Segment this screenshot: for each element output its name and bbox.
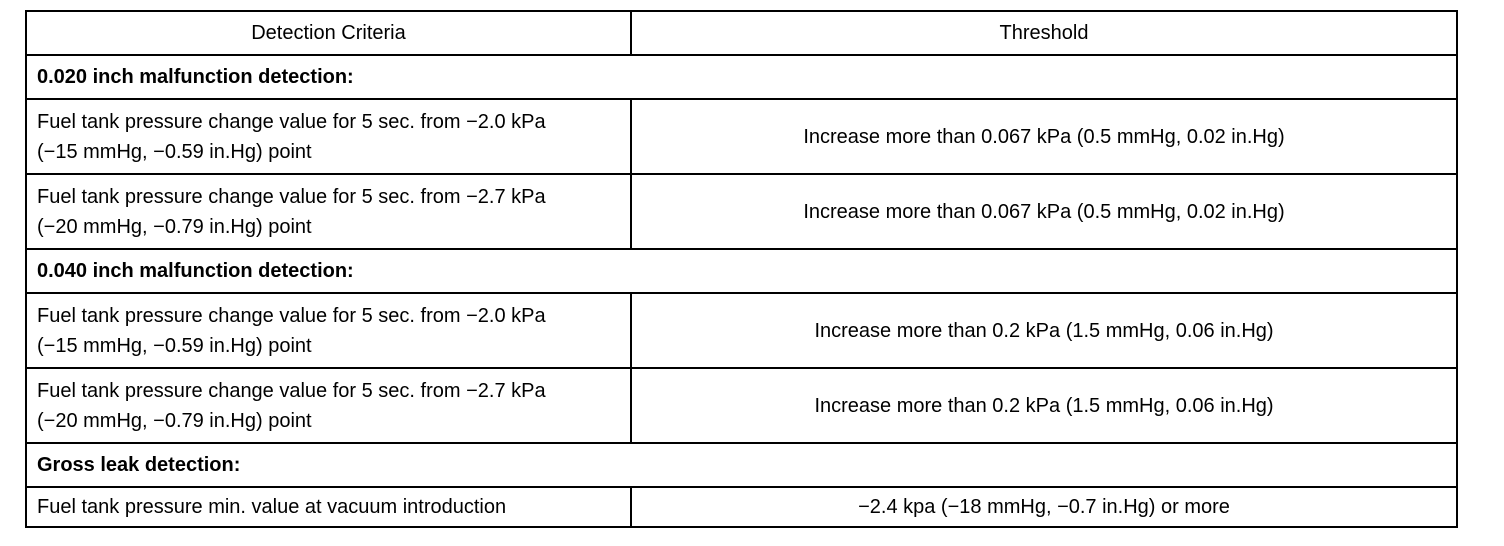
- section-row-0040-inch: 0.040 inch malfunction detection:: [25, 248, 1458, 294]
- criteria-cell: Fuel tank pressure change value for 5 se…: [25, 98, 632, 175]
- table-header-row: Detection Criteria Threshold: [25, 10, 1458, 56]
- table-row: Fuel tank pressure min. value at vacuum …: [25, 486, 1458, 528]
- section-title-0020-inch: 0.020 inch malfunction detection:: [25, 54, 1458, 100]
- criteria-line: Fuel tank pressure change value for 5 se…: [37, 379, 546, 402]
- header-threshold: Threshold: [630, 10, 1458, 56]
- criteria-line: (−15 mmHg, −0.59 in.Hg) point: [37, 334, 312, 357]
- criteria-cell: Fuel tank pressure change value for 5 se…: [25, 173, 632, 250]
- table-row: Fuel tank pressure change value for 5 se…: [25, 173, 1458, 250]
- section-row-0020-inch: 0.020 inch malfunction detection:: [25, 54, 1458, 100]
- criteria-line: (−20 mmHg, −0.79 in.Hg) point: [37, 409, 312, 432]
- section-row-gross-leak: Gross leak detection:: [25, 442, 1458, 488]
- threshold-cell: −2.4 kpa (−18 mmHg, −0.7 in.Hg) or more: [630, 486, 1458, 528]
- header-detection-criteria: Detection Criteria: [25, 10, 632, 56]
- section-title-0040-inch: 0.040 inch malfunction detection:: [25, 248, 1458, 294]
- table-row: Fuel tank pressure change value for 5 se…: [25, 367, 1458, 444]
- threshold-cell: Increase more than 0.2 kPa (1.5 mmHg, 0.…: [630, 367, 1458, 444]
- criteria-cell: Fuel tank pressure change value for 5 se…: [25, 367, 632, 444]
- table-row: Fuel tank pressure change value for 5 se…: [25, 98, 1458, 175]
- criteria-line: (−15 mmHg, −0.59 in.Hg) point: [37, 140, 312, 163]
- threshold-cell: Increase more than 0.067 kPa (0.5 mmHg, …: [630, 173, 1458, 250]
- criteria-line: (−20 mmHg, −0.79 in.Hg) point: [37, 215, 312, 238]
- criteria-line: Fuel tank pressure change value for 5 se…: [37, 110, 546, 133]
- criteria-cell: Fuel tank pressure min. value at vacuum …: [25, 486, 632, 528]
- table-row: Fuel tank pressure change value for 5 se…: [25, 292, 1458, 369]
- criteria-line: Fuel tank pressure change value for 5 se…: [37, 304, 546, 327]
- section-title-gross-leak: Gross leak detection:: [25, 442, 1458, 488]
- threshold-cell: Increase more than 0.2 kPa (1.5 mmHg, 0.…: [630, 292, 1458, 369]
- threshold-cell: Increase more than 0.067 kPa (0.5 mmHg, …: [630, 98, 1458, 175]
- criteria-cell: Fuel tank pressure change value for 5 se…: [25, 292, 632, 369]
- criteria-line: Fuel tank pressure change value for 5 se…: [37, 185, 546, 208]
- detection-criteria-table: Detection Criteria Threshold 0.020 inch …: [25, 10, 1458, 528]
